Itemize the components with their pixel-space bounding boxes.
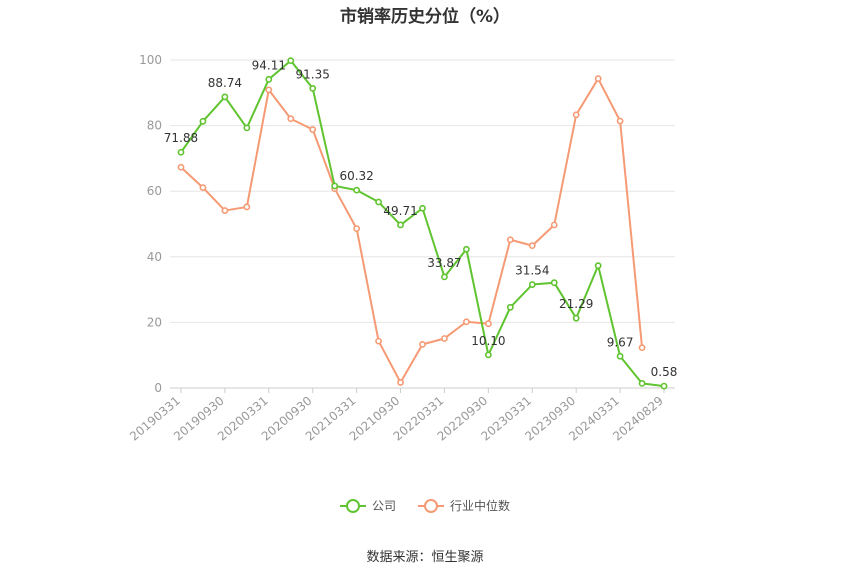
data-label: 49.71 — [383, 204, 417, 218]
data-point — [178, 165, 183, 170]
data-point — [200, 185, 205, 190]
data-point — [266, 77, 271, 82]
data-point — [442, 336, 447, 341]
data-label: 21.29 — [559, 297, 593, 311]
data-point — [464, 247, 469, 252]
series-points — [178, 58, 666, 389]
data-point — [486, 352, 491, 357]
y-tick-label: 20 — [147, 315, 162, 329]
data-label: 10.10 — [471, 334, 505, 348]
data-label: 33.87 — [427, 256, 461, 270]
data-point — [354, 188, 359, 193]
data-point — [574, 316, 579, 321]
data-point — [639, 381, 644, 386]
legend-item-company[interactable]: 公司 — [340, 497, 396, 514]
data-point — [442, 274, 447, 279]
y-tick-label: 100 — [139, 53, 162, 67]
data-point — [508, 237, 513, 242]
data-point — [332, 183, 337, 188]
legend-industry-median-icon — [418, 499, 444, 513]
data-point — [618, 354, 623, 359]
series-line — [181, 79, 642, 383]
y-tick-label: 60 — [147, 184, 162, 198]
data-point — [420, 206, 425, 211]
legend-company-label: 公司 — [372, 497, 396, 514]
data-point — [661, 383, 666, 388]
data-point — [398, 380, 403, 385]
data-point — [552, 222, 557, 227]
data-point — [530, 243, 535, 248]
data-label: 31.54 — [515, 264, 549, 278]
data-point — [222, 208, 227, 213]
data-label: 60.32 — [339, 169, 373, 183]
data-point — [288, 58, 293, 63]
data-point — [354, 226, 359, 231]
data-labels: 71.88 88.74 94.11 91.35 60.32 49.71 33.87 10.10… — [164, 58, 678, 379]
y-tick-label: 0 — [154, 381, 162, 395]
data-point — [178, 150, 183, 155]
data-label: 71.88 — [164, 131, 198, 145]
data-point — [552, 280, 557, 285]
data-point — [310, 127, 315, 132]
series-lines — [181, 61, 664, 386]
data-point — [530, 282, 535, 287]
y-axis: 0 20 40 60 80 100 — [139, 53, 162, 395]
data-point — [376, 199, 381, 204]
data-point — [420, 342, 425, 347]
data-point — [200, 119, 205, 124]
data-point — [508, 305, 513, 310]
grid-lines — [170, 60, 675, 322]
data-point — [574, 112, 579, 117]
data-label: 91.35 — [296, 67, 330, 81]
series-line — [181, 61, 664, 386]
data-point — [596, 263, 601, 268]
data-point — [310, 86, 315, 91]
data-point — [222, 94, 227, 99]
legend-item-industry-median[interactable]: 行业中位数 — [418, 497, 510, 514]
data-label: 9.67 — [607, 335, 634, 349]
data-point — [464, 319, 469, 324]
data-label: 94.11 — [252, 58, 286, 72]
data-point — [639, 345, 644, 350]
data-point — [376, 338, 381, 343]
data-label: 0.58 — [651, 365, 678, 379]
legend-company-icon — [340, 499, 366, 513]
legend: 公司 行业中位数 — [0, 497, 850, 514]
legend-industry-median-label: 行业中位数 — [450, 497, 510, 514]
x-axis: 2019033120190930202003312020093020210331… — [127, 388, 675, 444]
data-point — [288, 116, 293, 121]
data-point — [266, 87, 271, 92]
data-point — [398, 222, 403, 227]
data-point — [244, 204, 249, 209]
y-tick-label: 40 — [147, 250, 162, 264]
data-point — [244, 125, 249, 130]
data-source: 数据来源：恒生聚源 — [0, 546, 850, 565]
data-label: 88.74 — [208, 76, 242, 90]
y-tick-label: 80 — [147, 119, 162, 133]
data-point — [486, 321, 491, 326]
data-point — [596, 76, 601, 81]
data-point — [618, 118, 623, 123]
